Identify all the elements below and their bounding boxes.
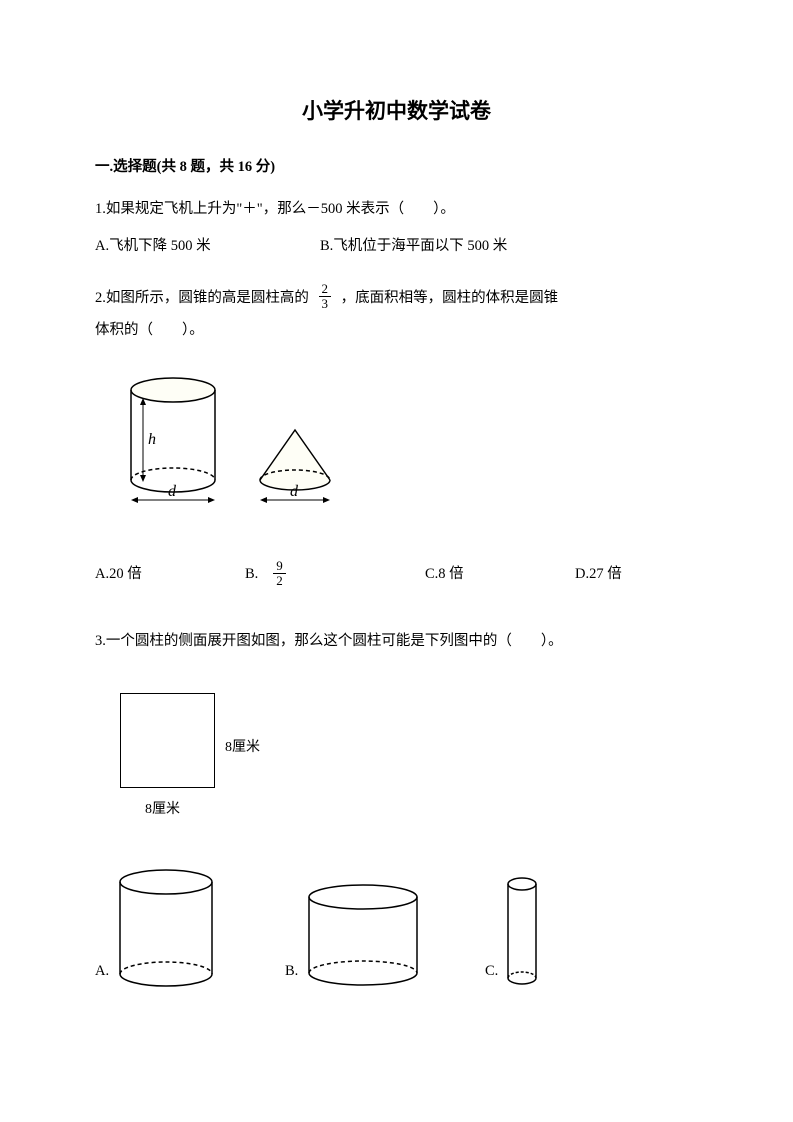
question-2: 2.如图所示，圆锥的高是圆柱高的 2 3 ，底面积相等，圆柱的体积是圆锥 体积的…	[95, 283, 698, 592]
q3-options: A. B. C.	[95, 868, 698, 988]
q2-optb-prefix: B.	[245, 559, 258, 591]
q3-square-figure: 8厘米 8厘米	[95, 693, 698, 823]
frac-num: 2	[319, 282, 332, 297]
q2-text-before: 2.如图所示，圆锥的高是圆柱高的	[95, 290, 309, 306]
cylinder-a	[114, 868, 219, 988]
q2-options: A.20 倍 B. 9 2 C.8 倍 D.27 倍	[95, 559, 698, 591]
h-label: h	[148, 431, 156, 448]
q1-text: 1.如果规定飞机上升为"＋"，那么－500 米表示（ ）。	[95, 194, 698, 226]
q2-opt-c: C.8 倍	[425, 559, 575, 591]
cylinder-b	[303, 883, 423, 988]
square-label-bottom: 8厘米	[145, 795, 180, 826]
q2-text: 2.如图所示，圆锥的高是圆柱高的 2 3 ，底面积相等，圆柱的体积是圆锥	[95, 283, 698, 315]
q3-opt-b: B.	[285, 883, 485, 988]
q3-text: 3.一个圆柱的侧面展开图如图，那么这个圆柱可能是下列图中的（ ）。	[95, 626, 698, 658]
q2-optb-fraction: 9 2	[273, 559, 286, 589]
square-shape	[120, 693, 215, 788]
q3-optb-label: B.	[285, 956, 298, 988]
question-3: 3.一个圆柱的侧面展开图如图，那么这个圆柱可能是下列图中的（ ）。 8厘米 8厘…	[95, 626, 698, 988]
cylinder-shape: h d	[131, 378, 215, 503]
question-1: 1.如果规定飞机上升为"＋"，那么－500 米表示（ ）。 A.飞机下降 500…	[95, 194, 698, 263]
cylinder-c	[503, 876, 541, 988]
optb-num: 9	[273, 559, 286, 574]
optb-den: 2	[273, 574, 286, 588]
section-header: 一.选择题(共 8 题，共 16 分)	[95, 155, 698, 176]
d-label-cyl: d	[168, 483, 177, 500]
q2-fraction: 2 3	[319, 282, 332, 312]
d-label-cone: d	[290, 483, 299, 500]
q2-text-line2: 体积的（ ）。	[95, 315, 698, 347]
cylinder-cone-diagram: h d d	[95, 372, 355, 522]
q2-text-after: ，底面积相等，圆柱的体积是圆锥	[341, 290, 559, 306]
q3-optc-label: C.	[485, 956, 498, 988]
q2-opt-a: A.20 倍	[95, 559, 245, 591]
q1-opt-a: A.飞机下降 500 米	[95, 231, 320, 263]
square-label-right: 8厘米	[225, 733, 260, 764]
q3-opta-label: A.	[95, 956, 109, 988]
q3-opt-c: C.	[485, 876, 541, 988]
page-title: 小学升初中数学试卷	[95, 95, 698, 125]
q2-opt-b: B. 9 2	[245, 559, 425, 591]
cone-shape: d	[260, 430, 330, 503]
q2-figure: h d d	[95, 372, 698, 535]
q1-opt-b: B.飞机位于海平面以下 500 米	[320, 231, 507, 263]
q1-options: A.飞机下降 500 米 B.飞机位于海平面以下 500 米	[95, 231, 698, 263]
q3-opt-a: A.	[95, 868, 285, 988]
q2-opt-d: D.27 倍	[575, 559, 622, 591]
frac-den: 3	[319, 297, 332, 311]
